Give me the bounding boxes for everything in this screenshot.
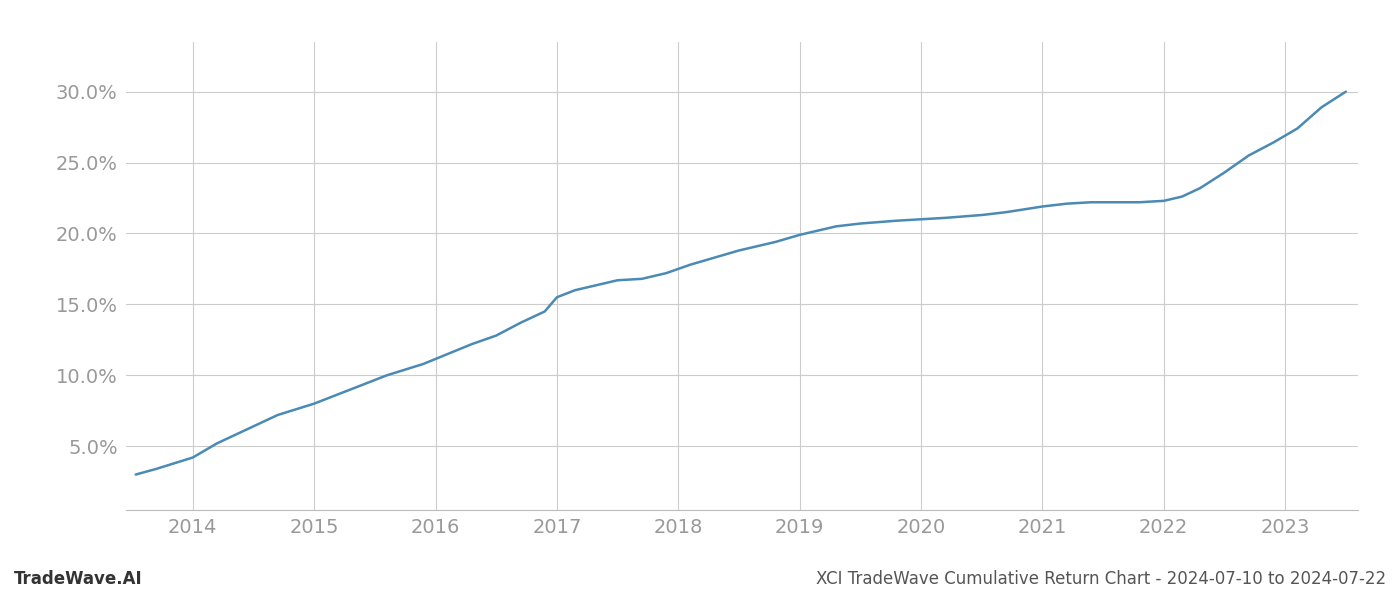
Text: TradeWave.AI: TradeWave.AI: [14, 570, 143, 588]
Text: XCI TradeWave Cumulative Return Chart - 2024-07-10 to 2024-07-22: XCI TradeWave Cumulative Return Chart - …: [816, 570, 1386, 588]
